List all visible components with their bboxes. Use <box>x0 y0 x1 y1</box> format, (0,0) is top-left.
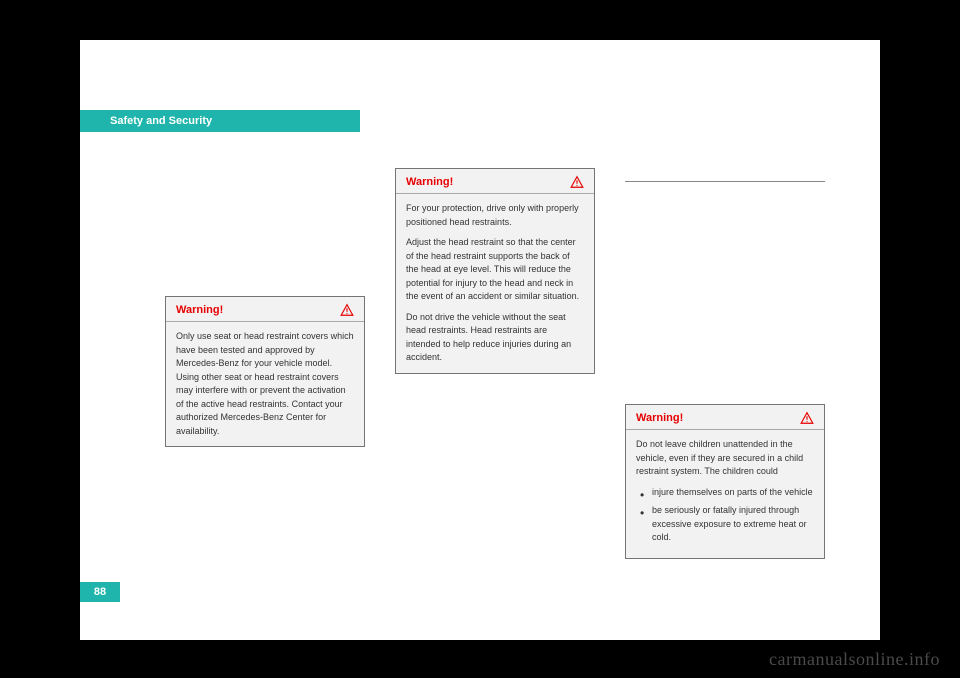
warning-text: Adjust the head restraint so that the ce… <box>406 236 584 304</box>
warning-box-covers: Warning! Only use seat or head restraint… <box>165 296 365 447</box>
warning-header: Warning! <box>626 405 824 430</box>
warning-text: For your protection, drive only with pro… <box>406 202 584 229</box>
warning-body: Only use seat or head restraint covers w… <box>166 322 364 446</box>
page-number-badge: 88 <box>80 582 120 602</box>
warning-body: For your protection, drive only with pro… <box>396 194 594 373</box>
warning-text: Only use seat or head restraint covers w… <box>176 330 354 438</box>
column-divider <box>625 181 825 182</box>
watermark-text: carmanualsonline.info <box>769 649 940 670</box>
section-title: Safety and Security <box>110 115 212 127</box>
warning-header: Warning! <box>166 297 364 322</box>
warning-box-headrest: Warning! For your protection, drive only… <box>395 168 595 374</box>
warning-triangle-icon <box>800 411 814 425</box>
warning-title: Warning! <box>176 304 223 316</box>
warning-bullet-list: injure themselves on parts of the vehicl… <box>636 486 814 545</box>
warning-box-children: Warning! Do not leave children unattende… <box>625 404 825 559</box>
warning-text: Do not drive the vehicle without the sea… <box>406 311 584 365</box>
warning-header: Warning! <box>396 169 594 194</box>
page-number: 88 <box>94 586 106 598</box>
warning-bullet: injure themselves on parts of the vehicl… <box>636 486 814 500</box>
warning-bullet: be seriously or fatally injured through … <box>636 504 814 545</box>
warning-title: Warning! <box>636 412 683 424</box>
warning-text: Do not leave children unattended in the … <box>636 438 814 479</box>
warning-title: Warning! <box>406 176 453 188</box>
warning-triangle-icon <box>340 303 354 317</box>
warning-body: Do not leave children unattended in the … <box>626 430 824 558</box>
section-header: Safety and Security <box>80 110 360 132</box>
warning-triangle-icon <box>570 175 584 189</box>
